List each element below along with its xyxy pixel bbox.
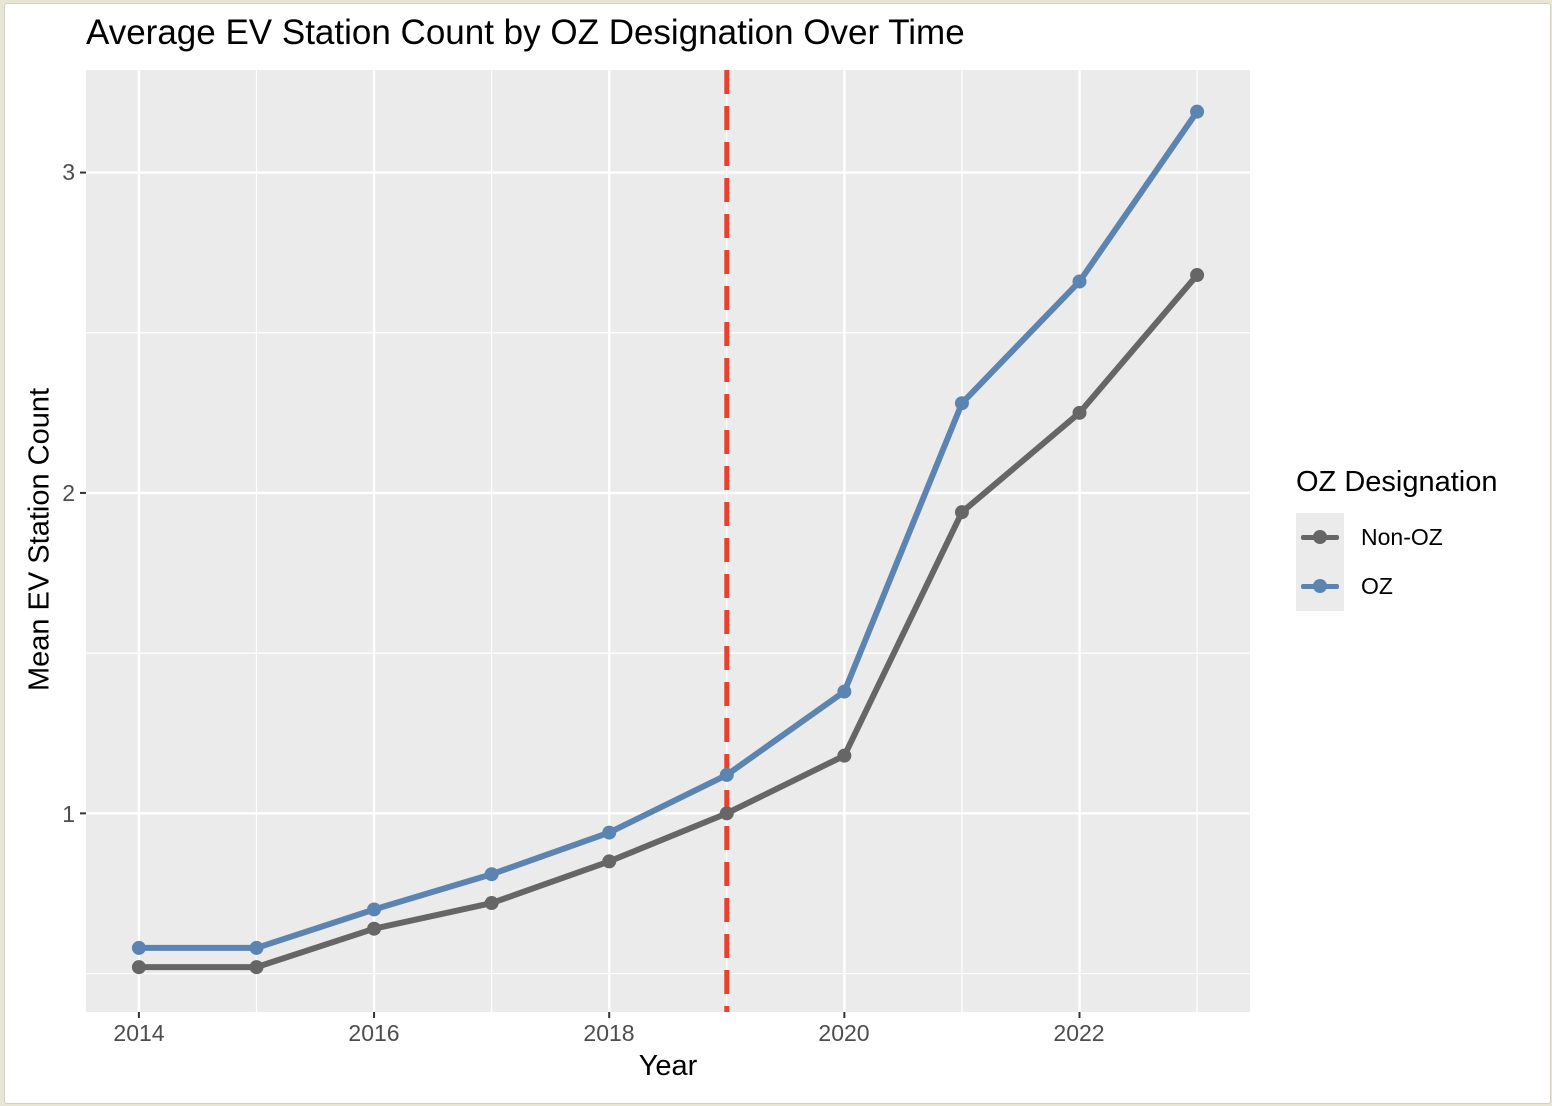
- data-point-oz: [249, 940, 264, 955]
- data-point-oz: [1072, 274, 1087, 289]
- data-point-oz: [719, 767, 734, 782]
- data-point-oz: [837, 684, 852, 699]
- legend-key-oz: [1296, 562, 1344, 611]
- data-point-oz: [131, 940, 146, 955]
- legend-point-swatch: [1313, 530, 1327, 544]
- legend-item-non-oz: Non-OZ: [1296, 513, 1498, 562]
- data-point-non-oz: [954, 505, 969, 520]
- data-point-non-oz: [131, 960, 146, 975]
- axis-ticks: [80, 171, 1081, 1018]
- data-point-non-oz: [484, 896, 499, 911]
- data-point-non-oz: [1190, 268, 1205, 283]
- series-line-oz: [135, 108, 1201, 951]
- legend-item-oz: OZ: [1296, 562, 1498, 611]
- data-point-non-oz: [367, 921, 382, 936]
- x-tick-label: 2018: [583, 1020, 635, 1046]
- y-tick-label: 3: [62, 159, 75, 185]
- legend-label-oz: OZ: [1361, 573, 1393, 599]
- series-line-non-oz: [135, 272, 1201, 971]
- series-group: [131, 104, 1205, 975]
- chart-title: Average EV Station Count by OZ Designati…: [86, 13, 965, 52]
- x-tick-label: 2022: [1053, 1020, 1105, 1046]
- plot-panel: [86, 70, 1250, 1012]
- y-tick-label: 2: [62, 480, 75, 506]
- x-tick-label: 2016: [348, 1020, 400, 1046]
- legend-title: OZ Designation: [1296, 466, 1498, 498]
- data-point-oz: [367, 902, 382, 917]
- x-axis-title: Year: [638, 1050, 698, 1082]
- legend-point-swatch: [1313, 579, 1327, 593]
- legend-label-non-oz: Non-OZ: [1361, 524, 1443, 550]
- data-point-non-oz: [249, 960, 264, 975]
- data-point-oz: [1190, 104, 1205, 119]
- y-tick-label: 1: [62, 801, 75, 827]
- legend: OZ Designation Non-OZ OZ: [1296, 466, 1498, 611]
- data-point-non-oz: [837, 748, 852, 763]
- data-point-non-oz: [1072, 405, 1087, 420]
- data-point-oz: [484, 867, 499, 882]
- data-point-non-oz: [602, 854, 617, 869]
- y-axis-title: Mean EV Station Count: [23, 387, 56, 692]
- data-point-non-oz: [719, 806, 734, 821]
- data-point-oz: [602, 825, 617, 840]
- legend-key-non-oz: [1296, 513, 1344, 562]
- x-tick-label: 2014: [113, 1020, 165, 1046]
- legend-keys: Non-OZ OZ: [1296, 513, 1498, 611]
- gridlines: [86, 70, 1250, 1012]
- data-point-oz: [954, 396, 969, 411]
- x-tick-label: 2020: [818, 1020, 870, 1046]
